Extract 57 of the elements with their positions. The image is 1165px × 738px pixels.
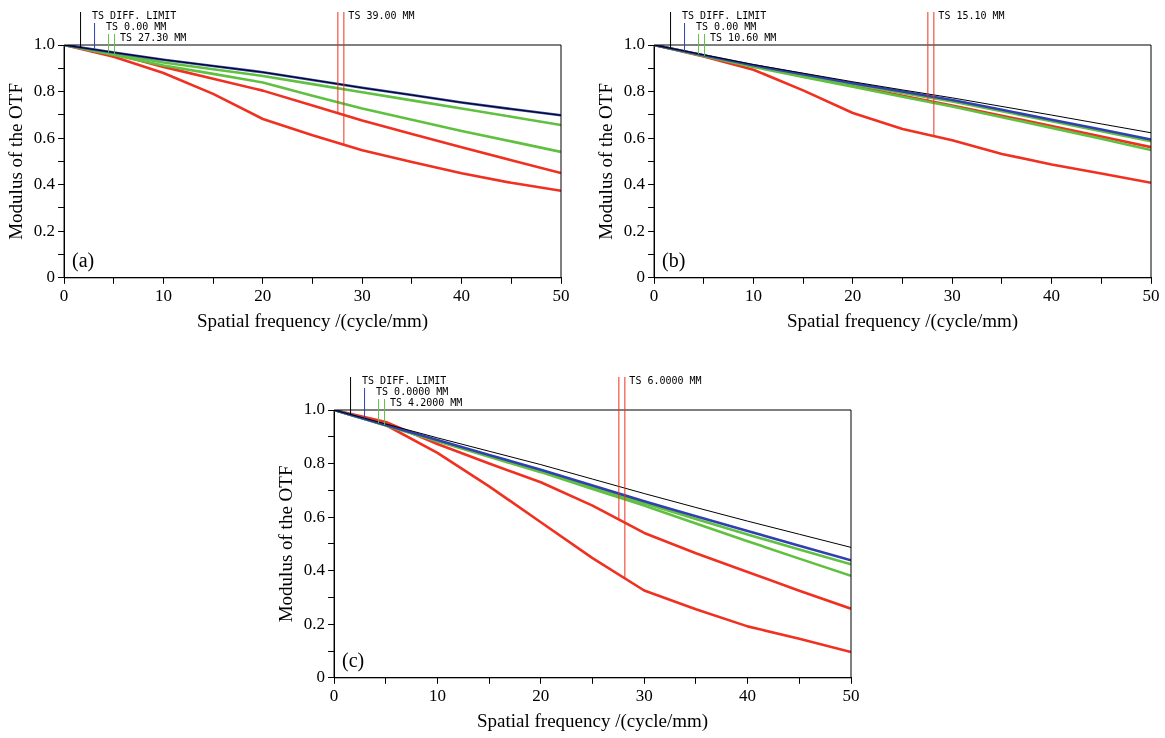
- legend-label: TS 27.30 MM: [120, 31, 187, 43]
- y-tick-label: 0.2: [33, 220, 56, 240]
- x-tick-label: 20: [844, 286, 862, 306]
- x-tick-label: 20: [532, 686, 550, 706]
- y-tick-label: 0.4: [623, 174, 646, 194]
- y-tick-label: 1.0: [33, 34, 56, 54]
- text: TS 6.0000 MM: [629, 374, 702, 386]
- x-tick-label: 40: [1043, 286, 1061, 306]
- series-label: TS 0.00 MM: [106, 20, 167, 32]
- series-label: TS 10.60 MM: [710, 31, 777, 43]
- y-tick-label: 1.0: [303, 399, 326, 419]
- y-tick-label: 0.6: [33, 127, 56, 147]
- series-label: TS 4.2000 MM: [390, 396, 463, 408]
- y-tick-label: 0: [46, 267, 56, 287]
- x-tick-label: 0: [329, 686, 339, 706]
- text: TS 0.0000 MM: [376, 385, 449, 397]
- annotation: (c): [342, 649, 365, 673]
- x-tick-label: 30: [635, 686, 653, 706]
- x-tick-label: 0: [59, 286, 69, 306]
- x-tick-label: 50: [552, 286, 570, 306]
- annotation: (b): [662, 249, 686, 273]
- y-tick-label: 0.2: [623, 220, 646, 240]
- x-tick-label: 30: [943, 286, 961, 306]
- x-axis-title: Spatial frequency /(cycle/mm): [476, 709, 709, 732]
- y-tick-label: 0.2: [303, 613, 326, 633]
- y-tick-label: 0: [316, 667, 326, 687]
- y-axis-title: Modulus of the OTF: [275, 465, 297, 623]
- y-tick-label: 0.6: [303, 506, 326, 526]
- x-tick-label: 30: [353, 286, 371, 306]
- x-tick-label: 50: [842, 686, 860, 706]
- y-tick-label: 0.8: [303, 453, 326, 473]
- text: TS 15.10 MM: [938, 9, 1005, 21]
- annotation: (a): [72, 249, 95, 273]
- x-tick-label: 40: [739, 686, 757, 706]
- y-axis-title: Modulus of the OTF: [5, 83, 27, 240]
- text: TS DIFF. LIMIT: [92, 9, 177, 21]
- text: TS 39.00 MM: [348, 9, 415, 21]
- y-tick-label: 0: [636, 267, 646, 287]
- x-tick-label: 50: [1142, 286, 1160, 306]
- y-axis-title: Modulus of the OTF: [595, 83, 617, 240]
- text: TS DIFF. LIMIT: [682, 9, 767, 21]
- x-tick-label: 10: [428, 686, 446, 706]
- x-tick-label: 10: [744, 286, 762, 306]
- y-tick-label: 0.4: [33, 174, 56, 194]
- x-tick-label: 20: [254, 286, 272, 306]
- x-axis-title: Spatial frequency /(cycle/mm): [196, 309, 429, 332]
- y-tick-label: 0.8: [623, 81, 646, 101]
- text: TS 0.00 MM: [696, 20, 757, 32]
- x-tick-label: 10: [154, 286, 172, 306]
- y-tick-label: 0.8: [33, 81, 56, 101]
- y-tick-label: 0.4: [303, 560, 326, 580]
- y-tick-label: 0.6: [623, 127, 646, 147]
- text: TS DIFF. LIMIT: [362, 374, 447, 386]
- x-axis-title: Spatial frequency /(cycle/mm): [786, 309, 1019, 332]
- x-tick-label: 0: [649, 286, 659, 306]
- y-tick-label: 1.0: [623, 34, 646, 54]
- x-tick-label: 40: [453, 286, 471, 306]
